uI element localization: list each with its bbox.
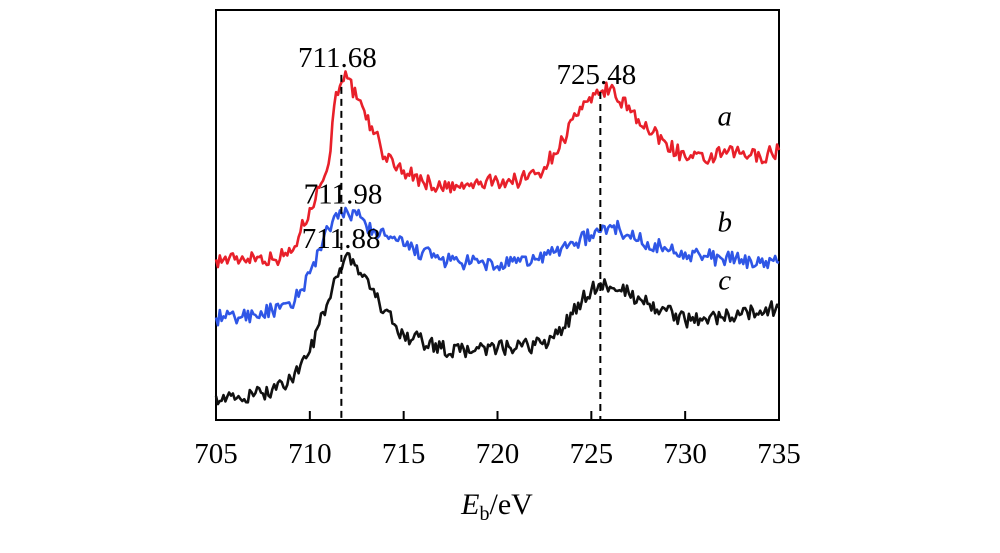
x-axis-title-unit: /eV (490, 488, 534, 521)
series-layer (214, 70, 781, 406)
x-axis-ticks: 705 710 715 720 725 730 735 (194, 411, 801, 470)
peak-labels: 711.68 725.48 711.98 711.88 (298, 42, 636, 255)
peak-label-711-68: 711.68 (298, 42, 377, 74)
peak-label-725-48: 725.48 (556, 59, 636, 91)
curve-label-c: c (718, 265, 731, 297)
curve-label-a: a (717, 101, 732, 133)
x-tick-label-715: 715 (382, 438, 426, 470)
x-tick-label-735: 735 (757, 438, 801, 470)
x-tick-label-720: 720 (476, 438, 520, 470)
x-axis-title-main: E (460, 488, 479, 521)
peak-label-711-98: 711.98 (304, 179, 383, 211)
x-tick-label-730: 730 (663, 438, 707, 470)
x-tick-label-710: 710 (288, 438, 332, 470)
series-line-c (214, 251, 781, 406)
peak-guide-lines (340, 74, 602, 420)
series-line-a (214, 70, 781, 269)
curve-label-b: b (717, 206, 732, 238)
peak-label-711-88: 711.88 (302, 223, 381, 255)
x-tick-label-705: 705 (194, 438, 238, 470)
x-axis-title-subscript: b (480, 503, 490, 525)
x-tick-label-725: 725 (570, 438, 614, 470)
curve-labels: a bc (717, 101, 732, 297)
series-line-b (214, 206, 780, 327)
x-axis-title: Eb/eV (460, 488, 533, 525)
